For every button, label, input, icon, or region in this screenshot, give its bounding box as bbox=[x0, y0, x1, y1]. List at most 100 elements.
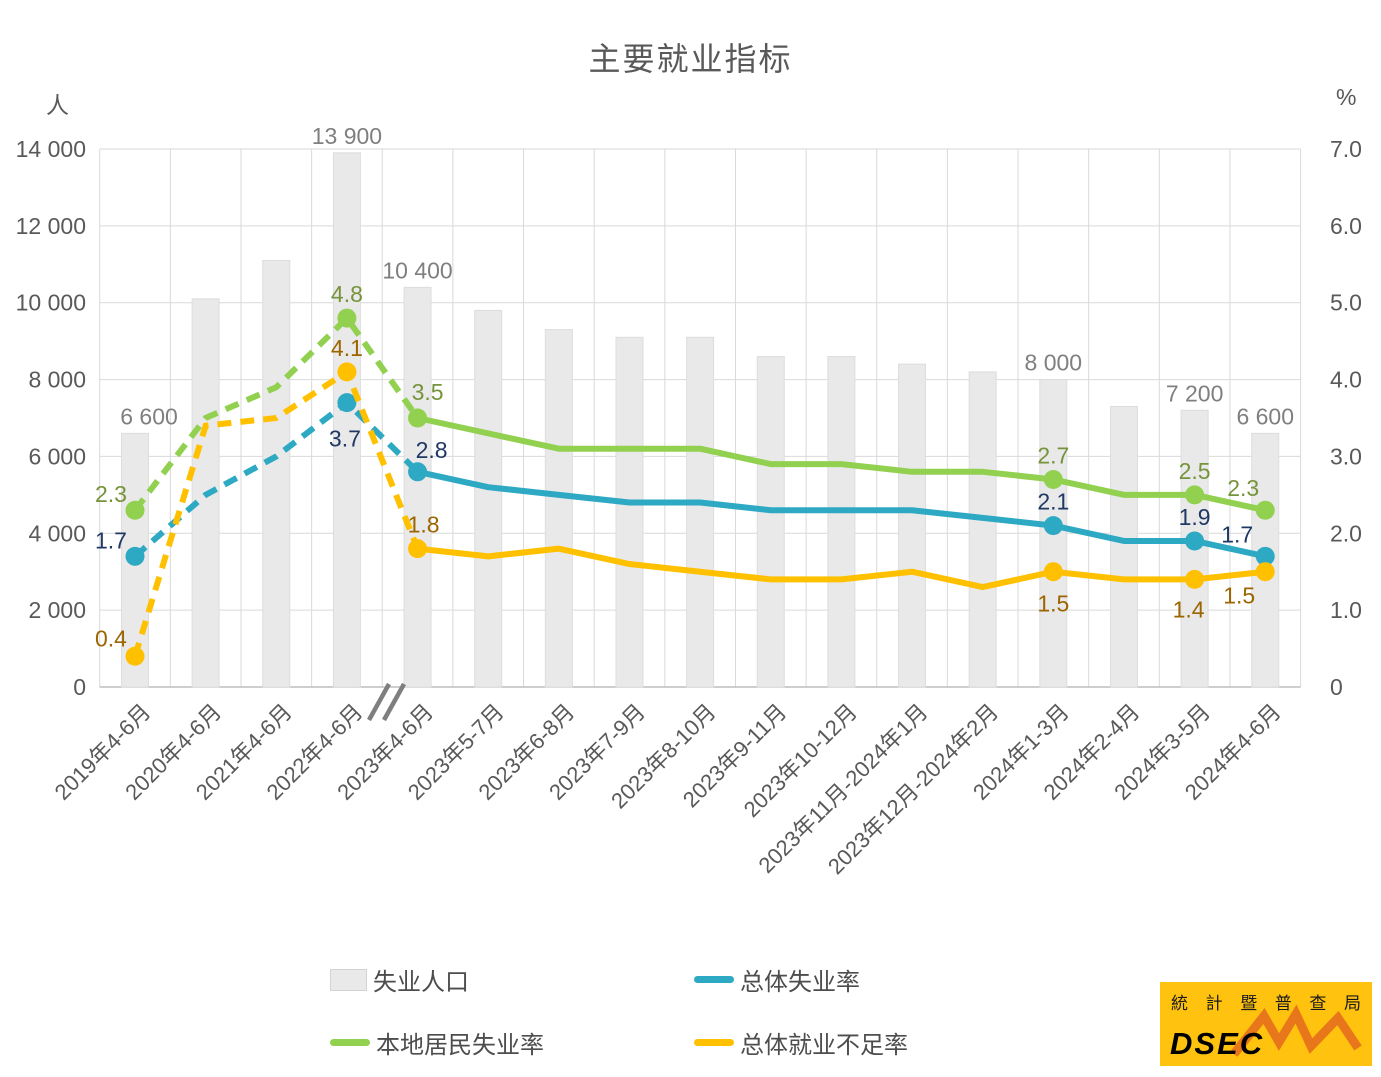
data-point-marker bbox=[1255, 562, 1275, 582]
data-point-marker bbox=[337, 362, 357, 382]
point-value-label: 2.1 bbox=[1037, 489, 1069, 515]
right-axis-tick: 4.0 bbox=[1330, 367, 1362, 393]
right-axis-unit: % bbox=[1336, 84, 1357, 110]
point-value-label: 1.7 bbox=[95, 527, 127, 553]
unemployed-bar bbox=[544, 329, 573, 688]
data-point-marker bbox=[337, 308, 357, 328]
right-axis-tick: 6.0 bbox=[1330, 213, 1362, 239]
legend-item-unemployed: 失业人口 bbox=[330, 962, 694, 997]
line-dashed-总体就业不足率 bbox=[132, 367, 421, 658]
dsec-logo: 統計暨普查局 DSEC bbox=[1160, 982, 1372, 1066]
unemployed-bar bbox=[332, 152, 361, 688]
data-point-marker bbox=[1043, 516, 1063, 536]
unemployed-bar bbox=[262, 259, 291, 688]
unemployed-bar bbox=[756, 356, 785, 688]
point-value-label: 1.5 bbox=[1037, 591, 1069, 617]
data-point-marker bbox=[1185, 485, 1205, 505]
point-value-label: 2.7 bbox=[1037, 442, 1069, 468]
point-value-label: 0.4 bbox=[95, 625, 127, 651]
logo-char: 統 bbox=[1171, 994, 1188, 1013]
point-value-label: 2.8 bbox=[416, 437, 448, 463]
unemployed-bar bbox=[686, 336, 715, 688]
point-value-label: 2.3 bbox=[1227, 475, 1259, 501]
line-dashed-本地居民失业率 bbox=[132, 313, 421, 513]
point-value-label: 1.4 bbox=[1173, 596, 1205, 622]
left-axis-tick: 8 000 bbox=[28, 367, 86, 393]
legend-item-overall-rate: 总体失业率 bbox=[694, 962, 908, 997]
bar-swatch-icon bbox=[330, 968, 367, 991]
line-swatch-icon bbox=[694, 976, 734, 983]
logo-char: 計 bbox=[1205, 994, 1223, 1013]
left-axis-tick: 0 bbox=[73, 674, 86, 700]
bar-value-label: 13 900 bbox=[312, 123, 382, 149]
bar-value-label: 6 600 bbox=[1236, 403, 1294, 429]
logo-char: 查 bbox=[1309, 994, 1327, 1013]
data-point-marker bbox=[1185, 569, 1205, 589]
point-value-label: 1.5 bbox=[1223, 583, 1255, 609]
bar-value-label: 7 200 bbox=[1166, 380, 1224, 406]
point-value-label: 1.7 bbox=[1221, 521, 1253, 547]
unemployed-bar bbox=[403, 286, 432, 688]
unemployed-bar bbox=[615, 336, 644, 688]
legend-label: 总体失业率 bbox=[740, 969, 860, 996]
point-value-label: 2.3 bbox=[95, 481, 127, 507]
data-point-marker bbox=[125, 646, 145, 666]
line-swatch-icon bbox=[330, 1039, 370, 1046]
legend-label: 本地居民失业率 bbox=[376, 1032, 544, 1059]
right-axis-tick: 3.0 bbox=[1330, 443, 1362, 469]
point-value-label: 3.7 bbox=[329, 426, 361, 452]
axis-break-icon bbox=[367, 682, 391, 722]
data-point-marker bbox=[337, 393, 357, 413]
axis-break-icon bbox=[382, 682, 406, 722]
point-value-label: 4.8 bbox=[331, 281, 363, 307]
point-value-label: 4.1 bbox=[331, 335, 363, 361]
left-axis-tick: 2 000 bbox=[28, 597, 86, 623]
line-dashed-总体失业率 bbox=[133, 398, 420, 559]
right-axis-tick: 5.0 bbox=[1330, 290, 1362, 316]
data-point-marker bbox=[125, 500, 145, 520]
right-axis-tick: 2.0 bbox=[1330, 520, 1362, 546]
left-axis-tick: 10 000 bbox=[16, 290, 86, 316]
bar-value-label: 8 000 bbox=[1025, 350, 1083, 376]
legend-label: 总体就业不足率 bbox=[740, 1032, 908, 1059]
logo-zigzag-icon bbox=[1230, 1004, 1362, 1057]
unemployed-bar bbox=[898, 363, 927, 688]
legend-item-local-rate: 本地居民失业率 bbox=[330, 1025, 694, 1060]
bar-value-label: 10 400 bbox=[382, 257, 452, 283]
left-axis-unit: 人 bbox=[46, 92, 69, 118]
logo-char: 局 bbox=[1343, 994, 1361, 1013]
data-point-marker bbox=[408, 539, 428, 559]
data-point-marker bbox=[1043, 562, 1063, 582]
line-本地居民失业率 bbox=[416, 415, 1266, 514]
data-point-marker bbox=[408, 462, 428, 482]
data-point-marker bbox=[1185, 531, 1205, 551]
data-point-marker bbox=[408, 408, 428, 428]
bar-value-label: 6 600 bbox=[120, 403, 178, 429]
data-point-marker bbox=[1255, 546, 1275, 566]
unemployed-bar bbox=[1039, 379, 1068, 688]
logo-char: 暨 bbox=[1240, 994, 1258, 1013]
chart-title: 主要就业指标 bbox=[588, 41, 793, 77]
logo-chinese-name: 統計暨普查局 bbox=[1171, 989, 1361, 1014]
left-axis-tick: 12 000 bbox=[16, 213, 86, 239]
left-axis-tick: 14 000 bbox=[16, 136, 86, 162]
line-总体就业不足率 bbox=[417, 545, 1266, 591]
point-value-label: 2.5 bbox=[1179, 458, 1211, 484]
unemployed-bar bbox=[1109, 405, 1138, 688]
right-axis-tick: 7.0 bbox=[1330, 136, 1362, 162]
unemployed-bar bbox=[968, 371, 997, 688]
legend-label: 失业人口 bbox=[373, 969, 469, 996]
unemployed-bar bbox=[827, 356, 856, 688]
legend-item-underemployment: 总体就业不足率 bbox=[694, 1025, 908, 1060]
logo-char: 普 bbox=[1274, 994, 1292, 1013]
legend: 失业人口 总体失业率 本地居民失业率 总体就业不足率 bbox=[330, 962, 908, 1060]
point-value-label: 1.8 bbox=[408, 512, 440, 538]
left-axis-tick: 4 000 bbox=[28, 520, 86, 546]
logo-acronym: DSEC bbox=[1170, 1026, 1265, 1061]
data-point-marker bbox=[1043, 469, 1063, 489]
unemployed-bar bbox=[474, 309, 503, 688]
data-point-marker bbox=[125, 546, 145, 566]
right-axis-tick: 0 bbox=[1330, 674, 1343, 700]
data-point-marker bbox=[1255, 500, 1275, 520]
